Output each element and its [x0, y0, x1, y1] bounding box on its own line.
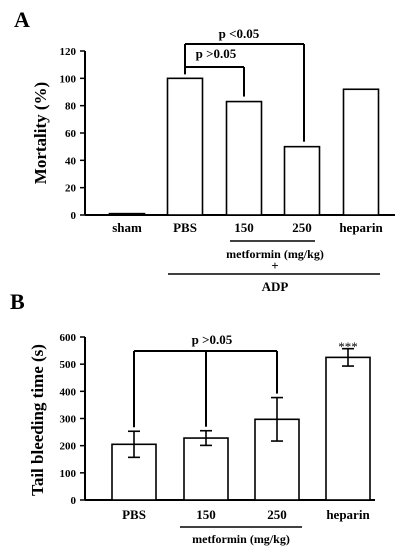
y-tick-label-a: 20 — [65, 183, 77, 195]
x-tick-label-a: heparin — [339, 220, 383, 235]
y-tick-label-a: 100 — [60, 73, 77, 85]
metformin-label-a: metformin (mg/kg) — [226, 247, 324, 261]
y-tick-label-b: 400 — [60, 386, 77, 398]
x-tick-label-a: 250 — [292, 220, 312, 235]
bar-b-3 — [325, 356, 371, 501]
bar-a-1 — [166, 77, 204, 216]
significance-stars-b: *** — [338, 339, 358, 354]
y-tick-label-a: 60 — [65, 128, 77, 140]
metformin-label-b: metformin (mg/kg) — [192, 532, 290, 546]
y-tick-label-a: 80 — [65, 101, 77, 113]
y-tick-label-b: 300 — [60, 414, 77, 426]
bar-a-4 — [342, 88, 380, 216]
x-tick-label-b: 250 — [267, 507, 287, 522]
y-axis-label-b: Tail bleeding time (s) — [28, 344, 47, 496]
plus-label-a: + — [271, 258, 278, 273]
y-tick-label-a: 120 — [60, 46, 77, 58]
annotation-a-inner: p >0.05 — [196, 46, 237, 61]
y-axis-label-a: Mortality (%) — [31, 82, 50, 184]
y-tick-label-b: 200 — [60, 441, 77, 453]
panel-label-a: A — [14, 7, 30, 32]
annotation-a-outer: p <0.05 — [219, 26, 260, 41]
y-tick-label-b: 100 — [60, 468, 77, 480]
bar-a-0 — [108, 212, 146, 216]
adp-label-a: ADP — [262, 279, 289, 294]
y-tick-label-b: 500 — [60, 359, 77, 371]
x-tick-label-a: sham — [112, 220, 142, 235]
bar-b-1 — [183, 437, 229, 501]
y-tick-label-a: 0 — [71, 210, 77, 222]
bar-a-2 — [225, 100, 263, 216]
x-tick-label-a: 150 — [234, 220, 254, 235]
y-tick-label-a: 40 — [65, 155, 77, 167]
y-tick-label-b: 0 — [71, 495, 77, 507]
y-tick-label-b: 600 — [60, 332, 77, 344]
x-tick-label-a: PBS — [173, 220, 197, 235]
panel-label-b: B — [10, 289, 25, 314]
x-tick-label-b: 150 — [196, 507, 216, 522]
annotation-b: p >0.05 — [192, 332, 233, 347]
x-tick-label-b: PBS — [122, 507, 146, 522]
bar-a-3 — [283, 145, 321, 216]
x-tick-label-b: heparin — [326, 507, 370, 522]
